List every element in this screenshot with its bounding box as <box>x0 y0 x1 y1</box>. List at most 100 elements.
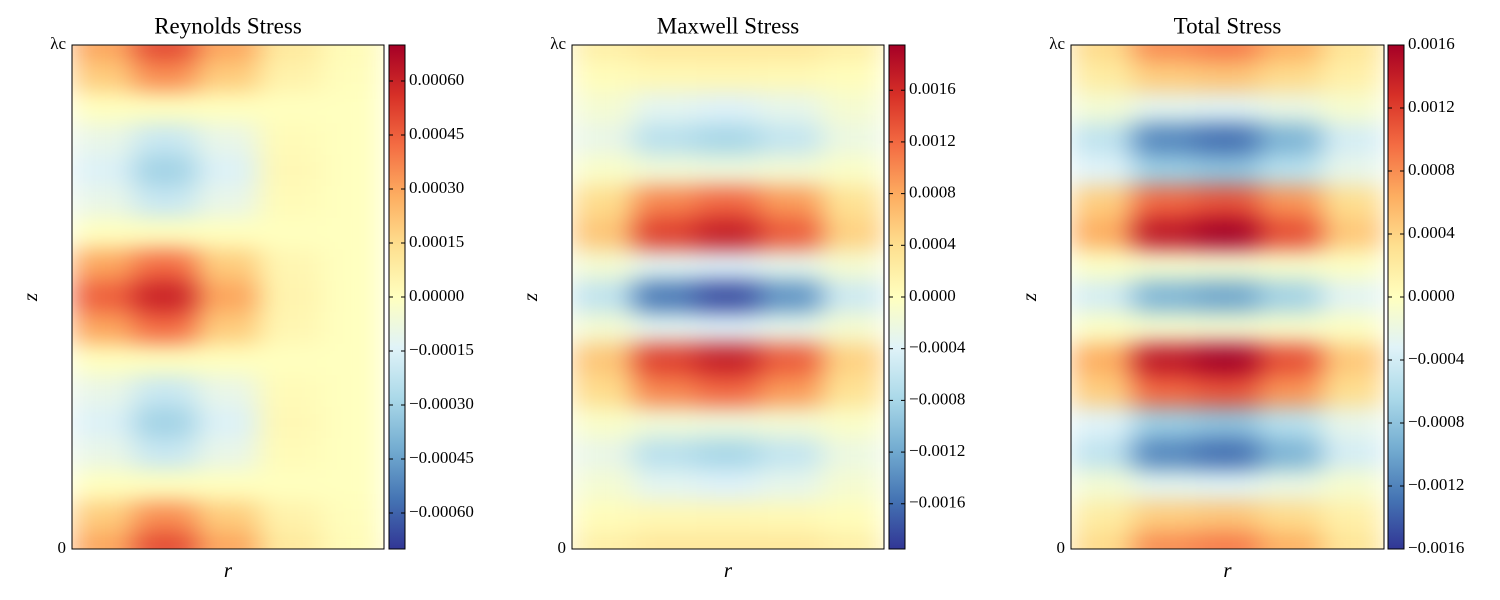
heatmap-cell <box>72 469 135 503</box>
heatmap-cell <box>696 91 760 125</box>
heatmap-cell <box>72 280 135 314</box>
heatmap-cell <box>72 312 135 345</box>
heatmap-cell <box>1071 249 1135 282</box>
heatmap-cell <box>696 249 760 282</box>
heatmap-cell <box>696 280 760 314</box>
heatmap-cell <box>696 154 760 188</box>
heatmap-cell <box>633 312 698 345</box>
heatmap-cell <box>1195 123 1260 156</box>
heatmap-cell <box>1071 280 1135 314</box>
heatmap-cell <box>1258 343 1322 377</box>
heatmap-cell <box>821 406 884 440</box>
heatmap-cell <box>196 469 260 503</box>
heatmap-cell <box>133 186 198 219</box>
heatmap-cell <box>72 343 135 377</box>
heatmap-cell <box>758 312 823 345</box>
heatmap-cell <box>758 91 823 125</box>
heatmap-cell <box>1133 375 1197 408</box>
heatmap-cell <box>72 249 135 282</box>
heatmap-cell <box>572 123 635 156</box>
heatmap-cell <box>758 438 823 471</box>
heatmap <box>1071 45 1384 549</box>
y-tick-label: λc <box>1049 34 1065 53</box>
heatmap-cell <box>572 438 635 471</box>
heatmap-cell <box>133 406 198 440</box>
heatmap-cell <box>1320 280 1384 314</box>
heatmap-cell <box>1320 249 1384 282</box>
heatmap-cell <box>196 217 260 251</box>
y-tick-label: 0 <box>558 538 567 557</box>
heatmap-cell <box>696 469 760 503</box>
y-tick-label: λc <box>50 34 66 53</box>
heatmap-cell <box>133 469 198 503</box>
heatmap-cell <box>1195 406 1260 440</box>
heatmap-cell <box>258 123 323 156</box>
heatmap-cell <box>133 249 198 282</box>
heatmap-cell <box>258 438 323 471</box>
heatmap-cell <box>1133 469 1197 503</box>
heatmap-cell <box>821 154 884 188</box>
heatmap-cell <box>696 406 760 440</box>
heatmap-cell <box>633 45 698 62</box>
heatmap-cell <box>633 469 698 503</box>
heatmap-cell <box>1320 438 1384 471</box>
heatmap-cell <box>1258 501 1322 534</box>
heatmap-cell <box>633 154 698 188</box>
x-axis-label: r <box>224 558 233 582</box>
heatmap-cell <box>821 501 884 534</box>
heatmap-cell <box>758 469 823 503</box>
heatmap-cell <box>821 123 884 156</box>
colorbar-tick-label: 0.0004 <box>909 234 956 253</box>
heatmap-cell <box>133 154 198 188</box>
heatmap-cell <box>633 532 698 549</box>
heatmap-cell <box>321 45 384 62</box>
colorbar-tick-label: −0.0016 <box>1408 538 1464 557</box>
y-axis-label: z <box>1017 293 1041 302</box>
heatmap-cell <box>321 532 384 549</box>
heatmap-cell <box>572 406 635 440</box>
heatmap-cell <box>1195 532 1260 549</box>
heatmap-cell <box>1133 217 1197 251</box>
heatmap-cell <box>696 60 760 93</box>
heatmap-cell <box>72 501 135 534</box>
heatmap-cell <box>258 45 323 62</box>
heatmap-cell <box>633 343 698 377</box>
heatmap-cell <box>1071 343 1135 377</box>
heatmap-cell <box>1071 375 1135 408</box>
heatmap-cell <box>321 312 384 345</box>
heatmap-cell <box>1195 154 1260 188</box>
heatmap-cell <box>1320 91 1384 125</box>
heatmap-cell <box>196 123 260 156</box>
heatmap-cell <box>572 217 635 251</box>
heatmap-cell <box>1258 91 1322 125</box>
heatmap-cell <box>572 249 635 282</box>
heatmap-cell <box>1133 249 1197 282</box>
heatmap-cell <box>72 186 135 219</box>
heatmap-cell <box>1195 343 1260 377</box>
heatmap <box>72 45 384 549</box>
colorbar-tick-label: 0.0008 <box>1408 160 1455 179</box>
x-axis-label: r <box>1223 558 1232 582</box>
heatmap-cell <box>758 217 823 251</box>
x-axis-label: r <box>724 558 733 582</box>
heatmap-cell <box>821 91 884 125</box>
heatmap-cell <box>633 91 698 125</box>
colorbar-tick-label: 0.0004 <box>1408 223 1455 242</box>
heatmap-cell <box>1320 217 1384 251</box>
heatmap-cell <box>1133 501 1197 534</box>
heatmap-cell <box>821 343 884 377</box>
heatmap-cell <box>72 123 135 156</box>
heatmap-cell <box>572 91 635 125</box>
heatmap-cell <box>633 375 698 408</box>
heatmap-cell <box>196 45 260 62</box>
heatmap-cell <box>758 249 823 282</box>
heatmap-cell <box>1258 532 1322 549</box>
heatmap-cell <box>258 343 323 377</box>
heatmap-cell <box>258 186 323 219</box>
heatmap-cell <box>258 312 323 345</box>
colorbar-tick-label: 0.0016 <box>1408 34 1455 53</box>
heatmap-cell <box>1071 186 1135 219</box>
colorbar-tick-label: 0.0000 <box>1408 286 1455 305</box>
heatmap-cell <box>1133 45 1197 62</box>
